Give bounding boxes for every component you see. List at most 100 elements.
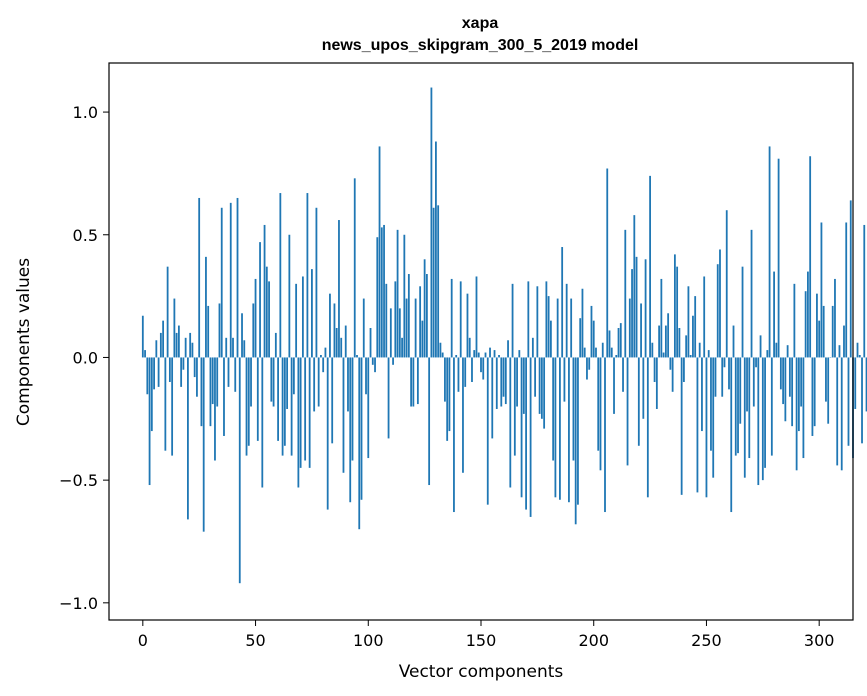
bar	[486, 357, 489, 505]
bar	[464, 357, 467, 387]
bar	[856, 342, 859, 358]
bar	[522, 357, 525, 414]
bar	[543, 357, 546, 429]
bar	[416, 357, 419, 405]
bar	[680, 357, 683, 495]
bar	[211, 357, 214, 405]
bar	[847, 357, 850, 446]
bar	[518, 350, 521, 358]
bar	[766, 350, 769, 358]
bar	[504, 357, 507, 405]
bar	[292, 357, 295, 395]
bar	[331, 357, 334, 444]
bar	[430, 87, 433, 358]
bar	[466, 293, 469, 358]
bar	[392, 357, 394, 365]
bar	[198, 197, 201, 358]
bar	[245, 357, 248, 456]
bar	[394, 281, 397, 358]
bar	[854, 357, 857, 409]
bar	[279, 193, 282, 358]
bar	[412, 357, 415, 407]
bar	[509, 357, 512, 488]
bar	[189, 332, 192, 358]
bar	[843, 325, 845, 358]
bar	[387, 357, 390, 439]
bar	[441, 352, 444, 358]
bar	[374, 357, 376, 373]
bar	[836, 357, 839, 466]
bar	[779, 357, 782, 390]
bar	[807, 271, 809, 358]
y-tick-label: 0.0	[73, 348, 98, 367]
y-axis-label: Components values	[14, 258, 34, 426]
bar	[500, 357, 503, 407]
bar	[288, 234, 291, 358]
bar	[579, 318, 582, 358]
bar	[775, 342, 778, 358]
bar	[651, 342, 654, 358]
bar	[171, 357, 174, 456]
bar	[205, 256, 207, 358]
bar	[256, 357, 259, 441]
bar	[725, 210, 728, 358]
bar	[743, 357, 746, 478]
bar	[403, 234, 406, 358]
bar	[159, 332, 162, 358]
bar	[698, 342, 701, 358]
bar	[786, 345, 789, 358]
bar	[405, 298, 408, 358]
bar	[480, 357, 482, 373]
bar	[286, 357, 289, 409]
bar	[547, 296, 550, 358]
chart-subtitle: news_upos_skipgram_300_5_2019 model	[322, 37, 639, 54]
bar	[326, 357, 329, 510]
bar	[538, 357, 541, 414]
bar	[493, 350, 496, 358]
bar	[196, 357, 198, 397]
bar	[344, 325, 347, 358]
bar	[635, 256, 638, 358]
bar	[439, 342, 442, 358]
bar	[484, 352, 487, 358]
bar	[423, 259, 426, 358]
bar	[223, 357, 225, 436]
x-axis-ticks: 0 50 100 150 200 250 300	[138, 620, 834, 650]
bar	[200, 357, 203, 427]
bar	[728, 357, 730, 390]
bar	[568, 357, 570, 503]
bar	[649, 175, 651, 358]
bar	[750, 229, 753, 358]
bar	[322, 357, 325, 373]
bar	[371, 357, 374, 365]
bar	[595, 347, 597, 358]
bar	[277, 357, 279, 441]
bar	[193, 357, 196, 378]
bar	[768, 146, 771, 358]
bar	[640, 303, 642, 358]
bar	[329, 293, 331, 358]
bar	[263, 224, 266, 358]
bar	[444, 357, 446, 402]
bar	[333, 303, 336, 358]
bar	[802, 357, 805, 459]
bar	[797, 357, 800, 432]
bar	[689, 355, 692, 358]
bar	[502, 357, 505, 397]
bar	[146, 357, 149, 395]
bar	[166, 266, 169, 358]
bar	[788, 357, 791, 397]
bar	[301, 276, 304, 358]
bar	[380, 227, 383, 358]
bar	[644, 259, 647, 358]
bar	[252, 303, 255, 358]
bar	[259, 242, 261, 358]
bar	[737, 357, 739, 454]
bar	[473, 350, 476, 358]
bar	[816, 293, 818, 358]
x-tick-label: 50	[245, 631, 265, 650]
bar	[631, 269, 633, 358]
bar	[597, 357, 600, 451]
bar	[721, 357, 724, 397]
bar	[437, 205, 440, 358]
